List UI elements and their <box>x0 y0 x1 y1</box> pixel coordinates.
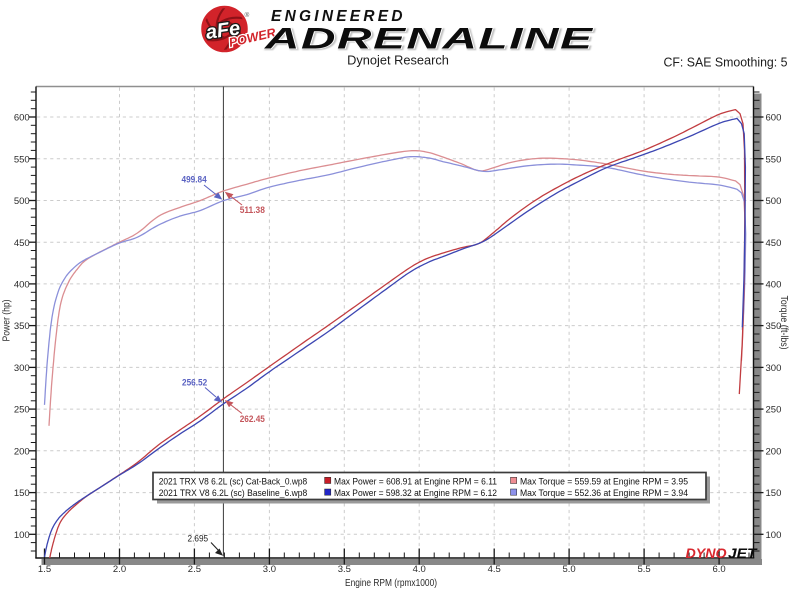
svg-text:Max Torque = 552.36 at Engine: Max Torque = 552.36 at Engine RPM = 3.94 <box>520 487 688 498</box>
svg-text:600: 600 <box>14 113 30 124</box>
svg-text:350: 350 <box>14 321 30 332</box>
svg-text:200: 200 <box>766 446 782 457</box>
svg-text:3.5: 3.5 <box>338 564 351 575</box>
svg-text:300: 300 <box>766 363 782 374</box>
svg-text:2.5: 2.5 <box>188 564 201 575</box>
svg-text:Power (hp): Power (hp) <box>2 300 13 342</box>
svg-text:450: 450 <box>766 238 782 249</box>
svg-text:256.52: 256.52 <box>182 378 207 388</box>
svg-text:Max Torque = 559.59 at Engine: Max Torque = 559.59 at Engine RPM = 3.95 <box>520 475 688 486</box>
svg-text:1.5: 1.5 <box>38 564 51 575</box>
svg-text:JET: JET <box>728 546 758 562</box>
svg-text:Dynojet Research: Dynojet Research <box>347 53 449 68</box>
svg-text:5.5: 5.5 <box>637 564 650 575</box>
svg-text:2.0: 2.0 <box>113 564 126 575</box>
svg-text:DYNO: DYNO <box>686 546 727 562</box>
svg-text:ADRENALINE: ADRENALINE <box>264 22 594 55</box>
svg-text:4.5: 4.5 <box>488 564 501 575</box>
svg-text:150: 150 <box>766 488 782 499</box>
svg-text:Max Power = 608.91 at Engine R: Max Power = 608.91 at Engine RPM = 6.11 <box>334 475 497 486</box>
svg-text:ENGINEERED: ENGINEERED <box>271 8 406 25</box>
svg-text:550: 550 <box>14 154 30 165</box>
svg-text:400: 400 <box>766 280 782 291</box>
svg-text:4.0: 4.0 <box>413 564 426 575</box>
svg-text:CF: SAE Smoothing: 5: CF: SAE Smoothing: 5 <box>664 55 788 70</box>
svg-text:100: 100 <box>14 530 30 541</box>
svg-text:350: 350 <box>766 321 782 332</box>
svg-text:Torque (ft-lbs): Torque (ft-lbs) <box>778 296 789 350</box>
svg-text:499.84: 499.84 <box>182 175 207 185</box>
svg-text:6.0: 6.0 <box>712 564 725 575</box>
svg-text:300: 300 <box>14 363 30 374</box>
svg-text:3.0: 3.0 <box>263 564 276 575</box>
svg-text:2021 TRX V8 6.2L (sc) Baseline: 2021 TRX V8 6.2L (sc) Baseline_6.wp8 <box>159 487 308 498</box>
svg-text:Max Power = 598.32 at Engine R: Max Power = 598.32 at Engine RPM = 6.12 <box>334 487 497 498</box>
svg-text:150: 150 <box>14 488 30 499</box>
svg-text:Engine RPM (rpmx1000): Engine RPM (rpmx1000) <box>345 578 437 589</box>
svg-text:450: 450 <box>14 238 30 249</box>
svg-text:5.0: 5.0 <box>562 564 575 575</box>
svg-text:400: 400 <box>14 280 30 291</box>
svg-text:262.45: 262.45 <box>240 414 265 424</box>
svg-text:250: 250 <box>766 405 782 416</box>
svg-text:2.695: 2.695 <box>188 533 209 543</box>
svg-text:®: ® <box>245 11 250 19</box>
svg-text:100: 100 <box>766 530 782 541</box>
svg-text:2021 TRX V8 6.2L (sc) Cat-Back: 2021 TRX V8 6.2L (sc) Cat-Back_0.wp8 <box>159 475 308 486</box>
svg-text:600: 600 <box>766 113 782 124</box>
svg-text:200: 200 <box>14 446 30 457</box>
svg-text:500: 500 <box>766 196 782 207</box>
svg-text:500: 500 <box>14 196 30 207</box>
svg-text:511.38: 511.38 <box>240 205 265 215</box>
svg-text:250: 250 <box>14 405 30 416</box>
svg-text:550: 550 <box>766 154 782 165</box>
